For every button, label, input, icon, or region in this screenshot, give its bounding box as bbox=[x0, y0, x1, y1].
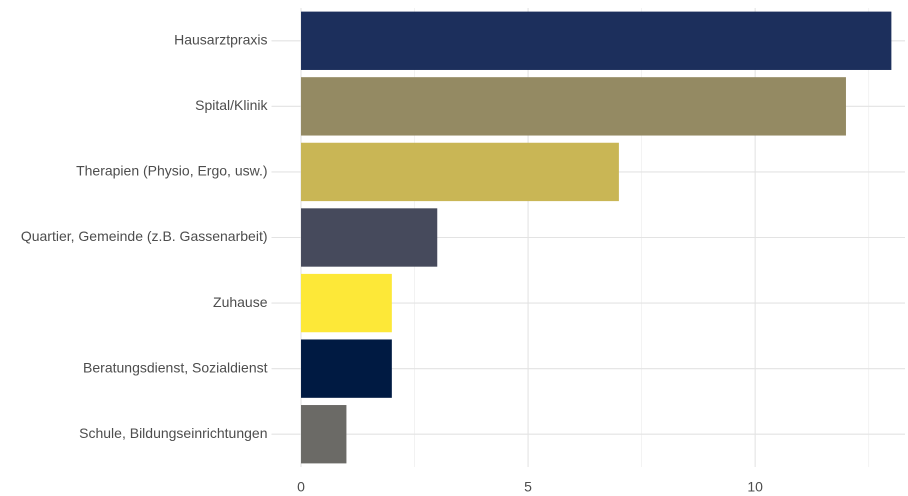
y-tick-label: Zuhause bbox=[213, 294, 268, 310]
y-tick-label: Beratungsdienst, Sozialdienst bbox=[83, 359, 268, 375]
bar bbox=[301, 339, 392, 398]
x-tick-label: 5 bbox=[524, 479, 532, 495]
bar bbox=[301, 11, 892, 70]
y-tick-label: Therapien (Physio, Ergo, usw.) bbox=[76, 163, 267, 179]
y-tick-label: Hausarztpraxis bbox=[174, 31, 267, 47]
x-tick-label: 10 bbox=[747, 479, 763, 495]
x-tick-label: 0 bbox=[297, 479, 305, 495]
bar bbox=[301, 273, 392, 333]
y-tick-label: Quartier, Gemeinde (z.B. Gassenarbeit) bbox=[21, 228, 268, 244]
y-tick-label: Spital/Klinik bbox=[195, 97, 268, 113]
bar bbox=[301, 208, 438, 267]
bar bbox=[301, 77, 846, 136]
bar bbox=[301, 142, 619, 202]
y-tick-label: Schule, Bildungseinrichtungen bbox=[79, 425, 267, 441]
bar bbox=[301, 405, 347, 464]
